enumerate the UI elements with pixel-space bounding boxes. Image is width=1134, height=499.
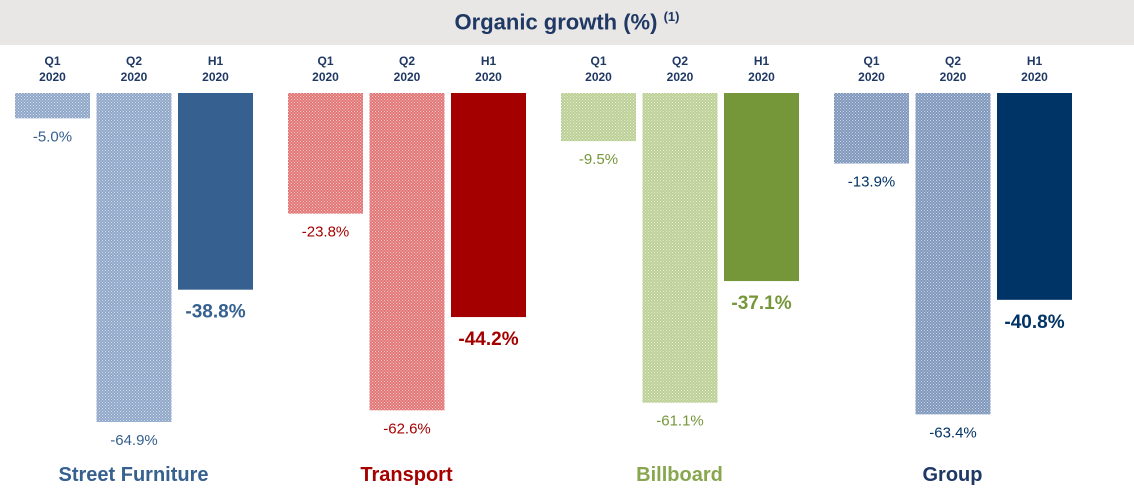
period-label: H1 (208, 54, 224, 68)
period-year-label: 2020 (585, 70, 612, 84)
period-label: Q1 (44, 54, 60, 68)
period-label: H1 (754, 54, 770, 68)
bar-transport-h1 (451, 93, 526, 318)
category-label: Street Furniture (58, 464, 208, 486)
period-year-label: 2020 (748, 70, 775, 84)
title-footnote: (1) (663, 9, 680, 25)
bar-group-q2 (915, 93, 991, 415)
category-label: Billboard (636, 464, 723, 486)
data-label: -61.1% (656, 413, 704, 430)
data-label: -23.8% (302, 224, 350, 241)
bar-billboard-q2 (642, 93, 718, 403)
data-label: -64.9% (110, 432, 158, 449)
period-label: Q2 (945, 54, 961, 68)
data-label: -37.1% (731, 293, 791, 314)
chart-title: Organic growth (%) (1) (455, 9, 680, 35)
period-label: Q1 (317, 54, 333, 68)
data-label: -63.4% (929, 424, 977, 441)
period-year-label: 2020 (858, 70, 885, 84)
period-label: Q2 (126, 54, 142, 68)
period-year-label: 2020 (121, 70, 148, 84)
bar-street-furniture-h1 (178, 93, 253, 290)
period-label: Q1 (590, 54, 606, 68)
bar-street-furniture-q2 (96, 93, 172, 422)
data-label: -9.5% (579, 151, 618, 168)
bar-street-furniture-q1 (15, 93, 90, 119)
data-label: -38.8% (185, 302, 245, 323)
period-label: Q2 (399, 54, 415, 68)
bar-group-h1 (997, 93, 1072, 300)
period-year-label: 2020 (1021, 70, 1048, 84)
period-label: Q1 (863, 54, 879, 68)
period-label: H1 (481, 54, 497, 68)
period-year-label: 2020 (394, 70, 421, 84)
period-year-label: 2020 (202, 70, 229, 84)
period-year-label: 2020 (667, 70, 694, 84)
period-year-label: 2020 (39, 70, 66, 84)
data-label: -13.9% (848, 173, 896, 190)
data-label: -44.2% (458, 329, 518, 350)
period-year-label: 2020 (475, 70, 502, 84)
title-bar: Organic growth (%) (1) (0, 0, 1134, 45)
data-label: -62.6% (383, 420, 431, 437)
period-year-label: 2020 (940, 70, 967, 84)
category-label: Group (923, 464, 983, 486)
bar-transport-q2 (369, 93, 445, 411)
bar-group-q1 (834, 93, 909, 164)
bar-billboard-h1 (724, 93, 799, 282)
period-label: Q2 (672, 54, 688, 68)
period-year-label: 2020 (312, 70, 339, 84)
category-label: Transport (360, 464, 453, 486)
data-label: -40.8% (1004, 312, 1064, 333)
data-label: -5.0% (33, 128, 72, 145)
title-text: Organic growth (%) (454, 9, 658, 35)
period-label: H1 (1027, 54, 1043, 68)
bar-billboard-q1 (561, 93, 636, 142)
bar-transport-q1 (288, 93, 363, 214)
